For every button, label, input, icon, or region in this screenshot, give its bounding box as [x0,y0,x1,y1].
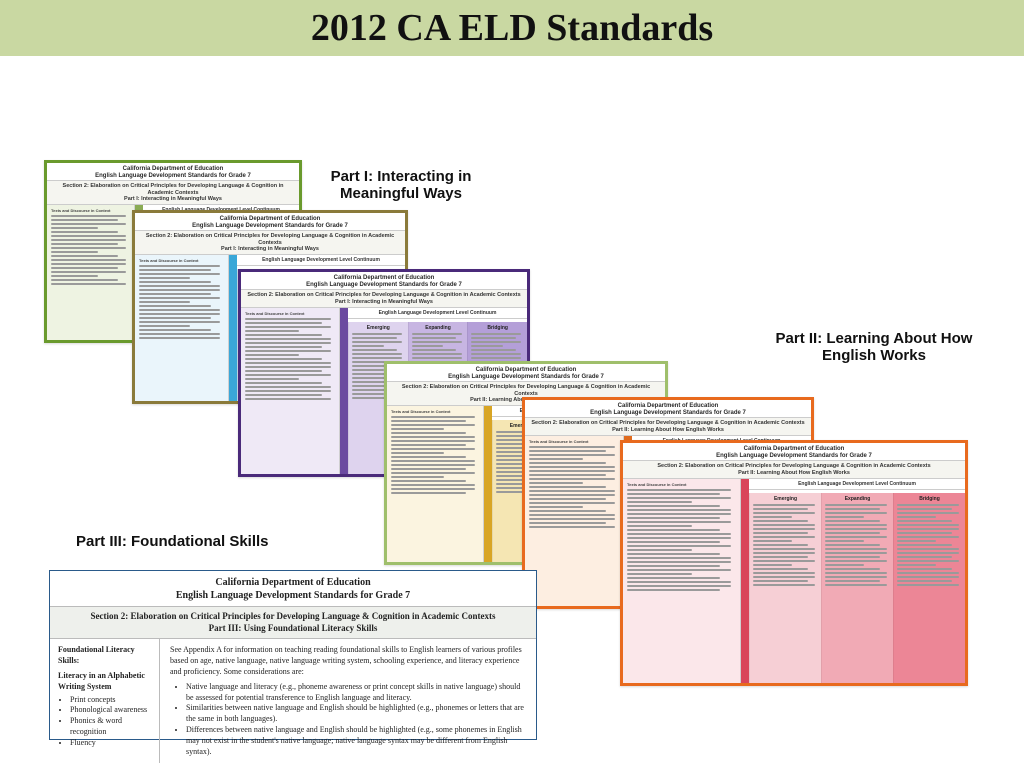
fs-side-sub: Literacy in an Alphabetic Writing System [58,671,151,693]
label-part-3: Part III: Foundational Skills [76,533,396,550]
page-title: 2012 CA ELD Standards [0,0,1024,56]
title-bar: 2012 CA ELD Standards [0,0,1024,56]
fs-side-head: Foundational Literacy Skills: [58,645,151,667]
label-part-1: Part I: Interacting in Meaningful Ways [306,168,496,202]
fs-sub-1: Section 2: Elaboration on Critical Princ… [56,611,530,623]
fs-hdr-1: California Department of Education [58,577,528,590]
fs-side-list: Print conceptsPhonological awarenessPhon… [70,695,151,749]
fs-side-item: Phonological awareness [70,705,151,716]
fs-side-item: Print concepts [70,695,151,706]
fs-main-item: Differences between native language and … [186,725,526,757]
fs-side-item: Phonics & word recognition [70,716,151,738]
fs-main: See Appendix A for information on teachi… [160,639,536,763]
fs-main-item: Native language and literacy (e.g., phon… [186,682,526,704]
fs-side-item: Fluency [70,738,151,749]
foundational-skills-doc: California Department of Education Engli… [49,570,537,740]
fs-main-intro: See Appendix A for information on teachi… [170,645,526,677]
mini-doc: California Department of EducationEnglis… [620,440,968,686]
fs-main-item: Similarities between native language and… [186,703,526,725]
fs-sub-2: Part III: Using Foundational Literacy Sk… [56,623,530,635]
label-part-2: Part II: Learning About How English Work… [756,330,992,364]
fs-main-list: Native language and literacy (e.g., phon… [186,682,526,758]
fs-side: Foundational Literacy Skills: Literacy i… [50,639,160,763]
fs-hdr-2: English Language Development Standards f… [58,590,528,603]
